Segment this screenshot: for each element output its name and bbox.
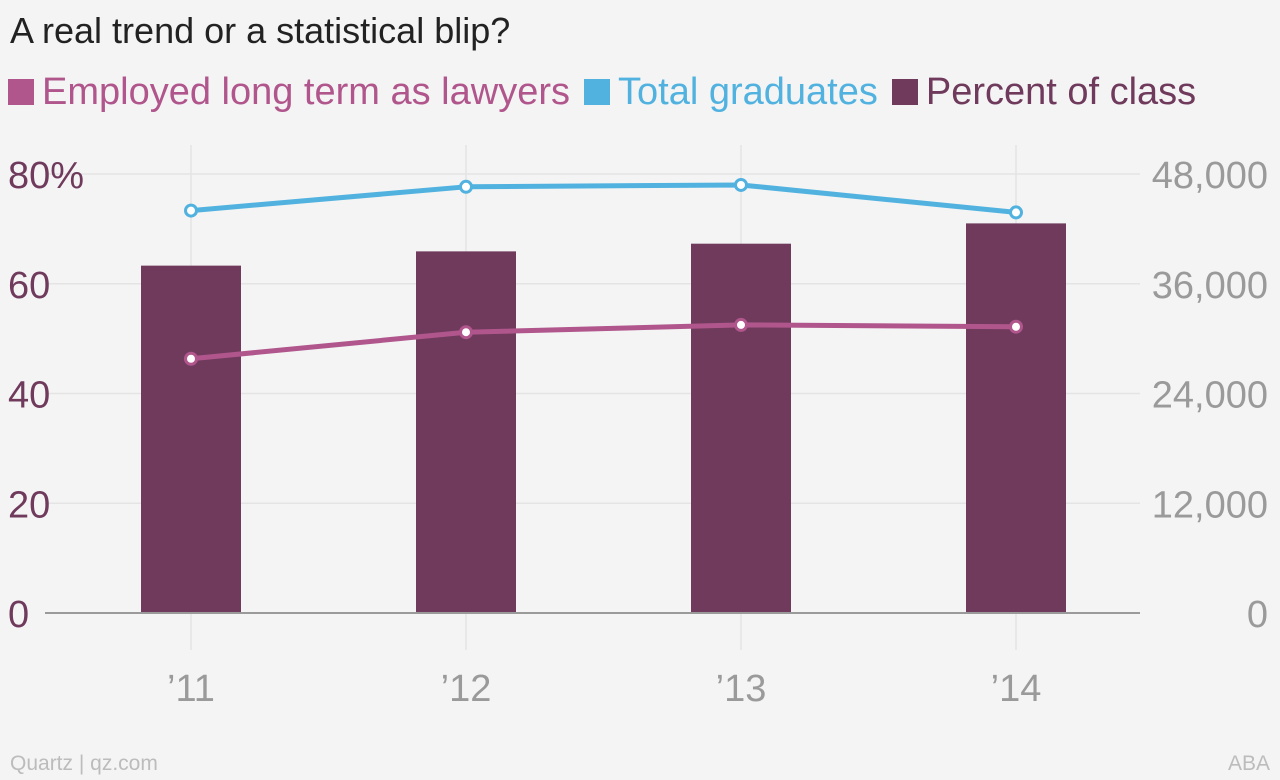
x-axis-tick-label: ’12 (441, 668, 492, 710)
x-axis-tick-label: ’11 (167, 668, 215, 710)
footer-source-left: Quartz | qz.com (10, 752, 158, 775)
point-total-graduates (184, 203, 198, 218)
chart-title: A real trend or a statistical blip? (10, 10, 511, 51)
bar-percent-of-class (966, 223, 1066, 613)
bar-percent-of-class (141, 265, 241, 613)
bar-percent-of-class (416, 251, 516, 613)
legend-item: Total graduates (584, 71, 878, 114)
legend-swatch (891, 79, 918, 105)
legend-swatch (584, 79, 610, 105)
right-axis-tick-label: 36,000 (1152, 265, 1268, 307)
left-axis-tick-label: 20 (8, 484, 50, 526)
line-total-graduates (190, 182, 1017, 215)
left-axis-tick-label: 60 (8, 265, 50, 307)
x-axis-tick-label: ’14 (991, 668, 1042, 710)
point-total-graduates (459, 179, 473, 194)
legend-label: Employed long term as lawyers (42, 70, 570, 113)
left-axis-tick-label: 40 (8, 375, 50, 417)
right-axis-tick-label: 48,000 (1152, 155, 1268, 197)
line-employed-long-term-as-lawyers (190, 322, 1017, 362)
right-axis-tick-label: 12,000 (1152, 484, 1268, 526)
right-axis-tick-label: 24,000 (1152, 375, 1268, 417)
chart-legend: Employed long term as lawyers Total gradu… (8, 68, 1196, 116)
left-axis-tick-label: 80% (8, 155, 84, 197)
legend-label: Total graduates (618, 70, 878, 113)
footer-source-right: ABA (1227, 752, 1270, 775)
point-employed-long-term-as-lawyers (1009, 319, 1023, 334)
legend-label: Percent of class (925, 70, 1197, 113)
bar-percent-of-class (691, 243, 791, 613)
left-axis-tick-label: 0 (8, 594, 29, 636)
legend-item: Employed long term as lawyers (8, 71, 570, 114)
legend-swatch (8, 79, 34, 105)
point-total-graduates (734, 177, 748, 192)
point-total-graduates (1009, 205, 1023, 220)
x-axis-tick-label: ’13 (716, 668, 767, 710)
point-employed-long-term-as-lawyers (184, 351, 198, 366)
point-employed-long-term-as-lawyers (734, 317, 748, 332)
right-axis-tick-label: 0 (1247, 594, 1268, 636)
point-employed-long-term-as-lawyers (459, 325, 473, 340)
legend-item: Percent of class (891, 70, 1197, 114)
